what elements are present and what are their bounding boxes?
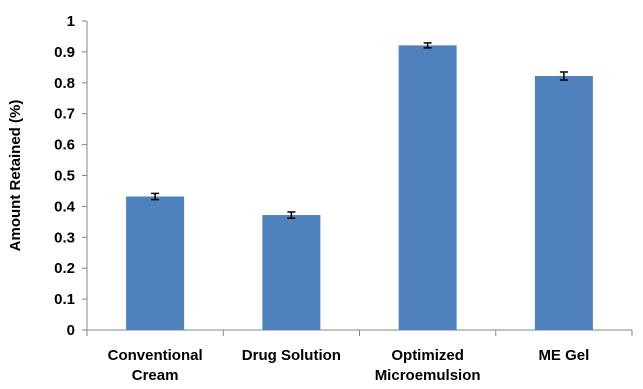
y-axis-label: Amount Retained (%): [7, 100, 24, 252]
y-tick-label: 1: [67, 13, 75, 30]
bar: [262, 215, 321, 330]
y-axis-group: 0 0.1 0.2 0.3 0.4 0.5 0.6 0.7 0.8 0.9 1 Amount Ret…: [7, 13, 88, 339]
y-tick-label: 0.2: [54, 260, 75, 277]
bar: [534, 76, 593, 330]
x-category-label: ME Gel: [538, 347, 589, 364]
x-ticks: [86, 330, 633, 336]
x-category-labels: Conventional Cream Drug Solution Optimized M…: [108, 347, 590, 384]
error-bar: [559, 71, 568, 81]
y-tick-label: 0.6: [54, 137, 75, 154]
bar: [398, 45, 457, 330]
bar: [126, 196, 185, 330]
error-bar: [151, 192, 160, 201]
x-category-label: Optimized Microemulsion: [375, 347, 481, 384]
x-category-label: Conventional Cream: [108, 347, 203, 384]
y-tick-label: 0.7: [54, 106, 75, 123]
error-bar: [423, 42, 432, 49]
y-ticks: 0 0.1 0.2 0.3 0.4 0.5 0.6 0.7 0.8 0.9 1: [54, 13, 87, 339]
y-tick-label: 0.3: [54, 229, 75, 246]
y-tick-label: 0.8: [54, 75, 75, 92]
y-tick-label: 0.9: [54, 44, 75, 61]
y-tick-label: 0.4: [54, 198, 76, 215]
bars: [126, 45, 593, 330]
x-category-label: Drug Solution: [242, 347, 341, 364]
error-bar: [287, 211, 296, 219]
y-tick-label: 0.5: [54, 168, 75, 185]
y-tick-label: 0.1: [54, 291, 75, 308]
error-bars: [151, 42, 568, 219]
y-tick-label: 0: [67, 322, 75, 339]
x-axis-group: Conventional Cream Drug Solution Optimized M…: [86, 329, 633, 384]
